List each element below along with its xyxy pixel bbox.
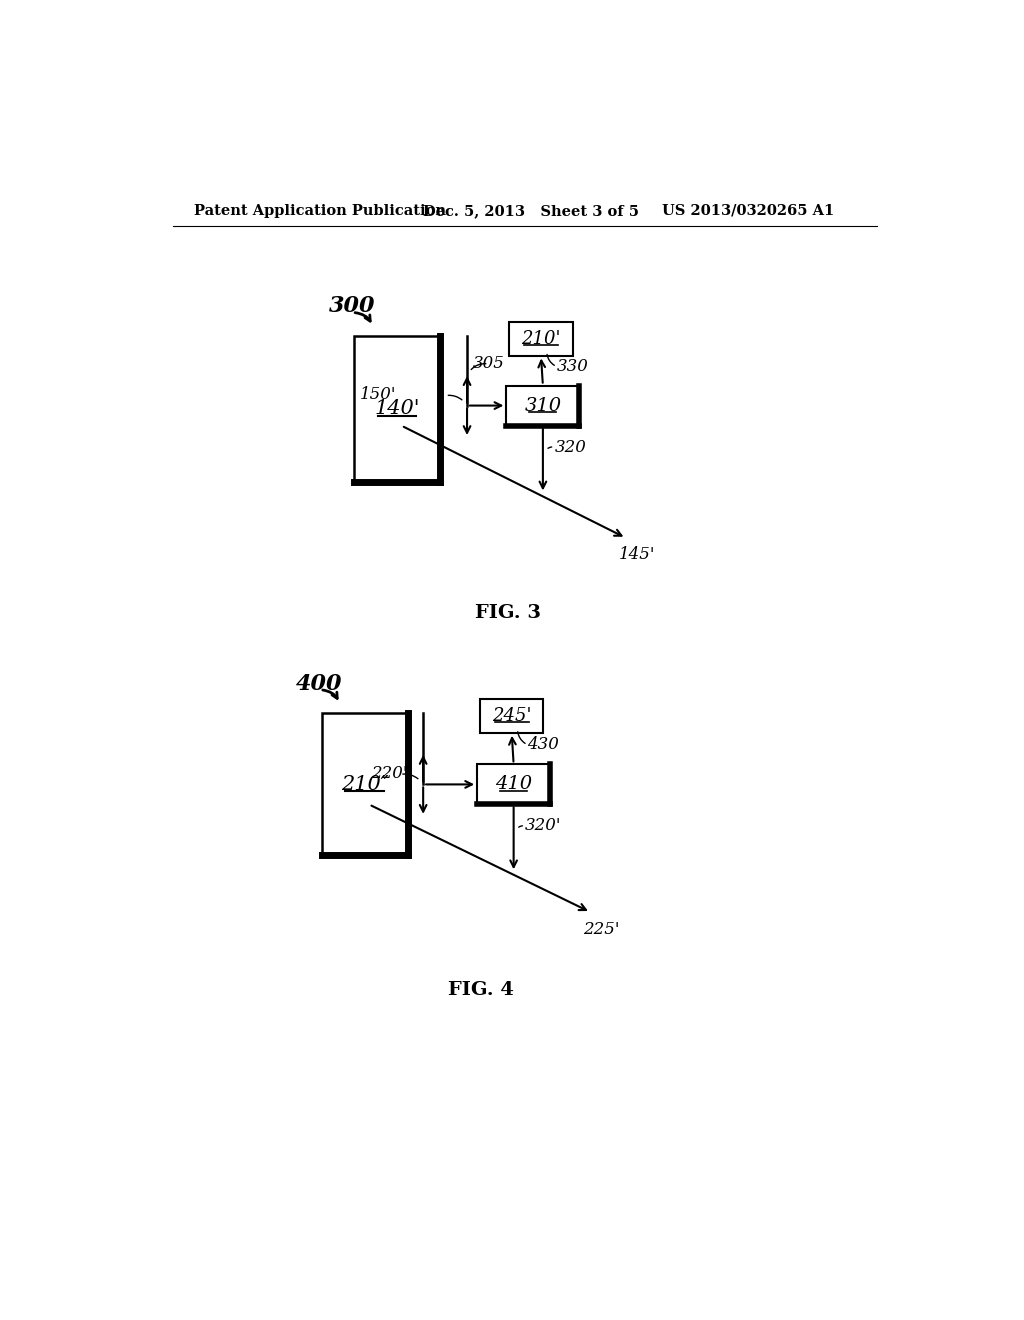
Text: 330: 330 — [557, 358, 589, 375]
Text: 400: 400 — [296, 673, 343, 694]
Text: 245': 245' — [492, 708, 531, 725]
Bar — [509, 322, 572, 355]
Text: 210″: 210″ — [341, 775, 388, 793]
Bar — [322, 713, 408, 855]
Text: 300: 300 — [330, 296, 376, 317]
Text: 140': 140' — [374, 399, 420, 418]
Text: 410: 410 — [495, 775, 532, 793]
Text: 430: 430 — [527, 737, 559, 754]
Text: FIG. 3: FIG. 3 — [475, 603, 541, 622]
Text: Patent Application Publication: Patent Application Publication — [194, 203, 445, 218]
Text: 220': 220' — [371, 766, 408, 783]
Text: 320: 320 — [554, 438, 587, 455]
Text: FIG. 4: FIG. 4 — [447, 981, 514, 999]
Text: 310: 310 — [524, 396, 561, 414]
Text: 225': 225' — [583, 921, 620, 939]
Text: 320': 320' — [525, 817, 562, 834]
Text: 145': 145' — [618, 546, 655, 564]
Bar — [480, 700, 544, 733]
Bar — [506, 385, 580, 425]
Text: 150': 150' — [360, 387, 396, 404]
Text: Dec. 5, 2013   Sheet 3 of 5: Dec. 5, 2013 Sheet 3 of 5 — [423, 203, 639, 218]
Bar — [354, 335, 440, 482]
Text: 305: 305 — [473, 355, 505, 372]
Text: US 2013/0320265 A1: US 2013/0320265 A1 — [662, 203, 835, 218]
Text: 210': 210' — [521, 330, 561, 347]
Bar — [477, 764, 550, 804]
